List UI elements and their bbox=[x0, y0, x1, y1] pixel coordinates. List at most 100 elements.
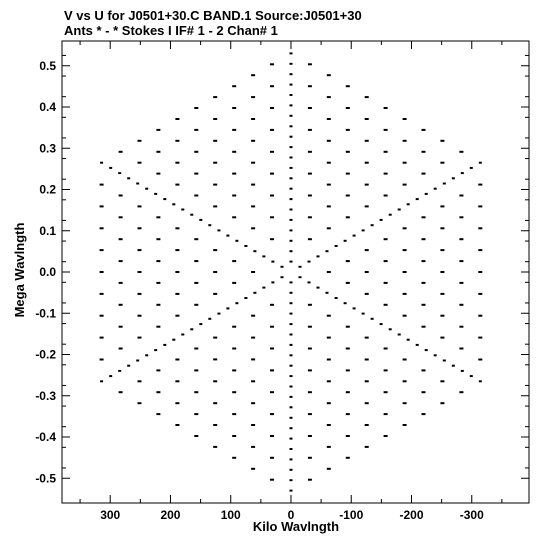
uv-point bbox=[460, 172, 464, 175]
uv-point bbox=[440, 227, 445, 230]
uv-point bbox=[137, 249, 142, 252]
uv-point bbox=[345, 150, 350, 153]
uv-point bbox=[251, 96, 256, 99]
uv-point bbox=[364, 118, 369, 120]
uv-point bbox=[289, 146, 293, 149]
uv-point bbox=[364, 358, 369, 361]
uv-point bbox=[217, 312, 221, 315]
uv-point bbox=[307, 456, 312, 459]
uv-point bbox=[175, 227, 180, 230]
uv-point bbox=[289, 166, 293, 169]
uv-point bbox=[402, 402, 407, 405]
y-tick-label: 0.4 bbox=[39, 100, 56, 114]
uv-point bbox=[383, 150, 388, 153]
uv-point bbox=[145, 354, 149, 357]
uv-point bbox=[232, 150, 237, 153]
uv-point bbox=[175, 249, 180, 252]
uv-point bbox=[345, 413, 350, 416]
uv-point bbox=[270, 194, 274, 197]
uv-point bbox=[307, 107, 312, 109]
uv-point bbox=[270, 172, 274, 175]
uv-point bbox=[421, 172, 426, 175]
uv-point bbox=[352, 307, 356, 310]
uv-point bbox=[364, 402, 369, 405]
uv-point bbox=[137, 139, 142, 142]
uv-point bbox=[137, 380, 142, 383]
uv-point bbox=[478, 314, 483, 317]
uv-point bbox=[251, 336, 256, 339]
uv-point bbox=[99, 358, 104, 361]
uv-point bbox=[326, 402, 331, 405]
uv-point bbox=[289, 468, 293, 471]
uv-point bbox=[99, 227, 104, 230]
uv-point bbox=[402, 292, 407, 295]
uv-point bbox=[213, 183, 218, 186]
uv-point bbox=[156, 413, 161, 416]
uv-point bbox=[383, 107, 388, 109]
uv-point bbox=[451, 177, 455, 180]
uv-point bbox=[154, 349, 158, 352]
uv-point bbox=[213, 118, 218, 120]
y-tick-label: -0.1 bbox=[35, 306, 56, 320]
uv-point bbox=[478, 183, 483, 186]
uv-point bbox=[406, 338, 410, 341]
uv-point bbox=[345, 107, 350, 109]
uv-point bbox=[364, 424, 369, 426]
uv-point bbox=[326, 139, 331, 142]
uv-point bbox=[213, 96, 218, 99]
uv-point bbox=[251, 118, 256, 120]
uv-point bbox=[345, 172, 350, 175]
uv-point bbox=[232, 128, 237, 131]
uv-point bbox=[208, 224, 212, 227]
x-tick-label: -200 bbox=[399, 508, 423, 522]
uv-point bbox=[232, 281, 237, 284]
uv-point bbox=[244, 245, 248, 247]
uv-point bbox=[364, 183, 369, 186]
uv-point bbox=[402, 424, 407, 426]
uv-point bbox=[388, 328, 392, 331]
x-tick-label: 0 bbox=[288, 508, 295, 522]
uv-point bbox=[307, 281, 311, 284]
uv-point bbox=[156, 216, 161, 219]
uv-point bbox=[175, 402, 180, 405]
uv-point bbox=[478, 249, 483, 252]
uv-point bbox=[194, 369, 199, 372]
uv-point bbox=[383, 194, 388, 197]
uv-point bbox=[307, 435, 312, 437]
uv-point bbox=[213, 139, 218, 142]
uv-point bbox=[194, 260, 199, 263]
uv-point bbox=[181, 333, 185, 336]
uv-point bbox=[289, 364, 293, 367]
uv-point bbox=[213, 249, 218, 252]
uv-point bbox=[270, 216, 274, 219]
uv-point bbox=[253, 250, 257, 253]
uv-point bbox=[383, 413, 388, 416]
uv-point bbox=[326, 271, 331, 273]
uv-point bbox=[383, 391, 388, 394]
uv-point bbox=[402, 161, 407, 164]
uv-point bbox=[345, 85, 350, 88]
uv-point bbox=[326, 118, 331, 120]
uv-point bbox=[307, 128, 312, 131]
y-tick-label: 0.1 bbox=[39, 224, 56, 238]
uv-point bbox=[232, 216, 237, 219]
uv-point bbox=[364, 96, 369, 99]
uv-point bbox=[156, 150, 161, 153]
uv-point bbox=[402, 314, 407, 317]
uv-point bbox=[289, 395, 293, 398]
uv-point bbox=[194, 281, 199, 284]
uv-point bbox=[440, 380, 445, 383]
uv-point bbox=[421, 369, 426, 372]
uv-point bbox=[251, 314, 256, 317]
uv-point bbox=[136, 359, 140, 362]
uv-point bbox=[289, 375, 293, 378]
uv-point bbox=[307, 347, 312, 350]
uv-point bbox=[289, 489, 293, 492]
uv-point bbox=[232, 347, 237, 350]
uv-point bbox=[478, 205, 483, 208]
uv-point bbox=[251, 358, 256, 361]
uv-point bbox=[262, 286, 266, 289]
uv-point bbox=[213, 358, 218, 361]
chart-subtitle: Ants * - * Stokes I IF# 1 - 2 Chan# 1 bbox=[64, 23, 278, 38]
